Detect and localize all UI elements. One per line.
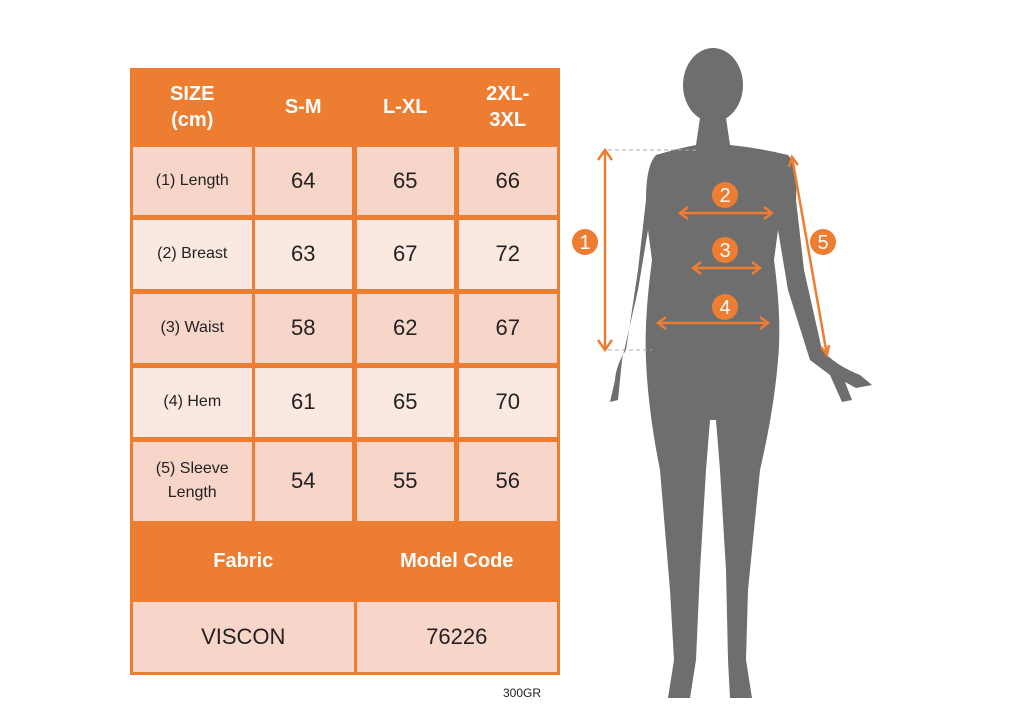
silhouette-shape [610,48,872,698]
footer-header: Fabric [213,550,274,573]
marker-circle [712,294,738,320]
size-value: 66 [458,146,557,215]
body-silhouette: 1 2 3 4 5 [572,48,872,698]
column-header: 2XL- 3XL [486,83,530,132]
size-value: 72 [458,219,557,289]
size-value: 63 [254,219,352,289]
size-value: 65 [356,367,454,437]
marker-number: 4 [719,297,730,319]
size-value: 55 [356,441,454,521]
size-value: 61 [254,367,352,437]
marker-circle [572,229,598,255]
size-value: 54 [254,441,352,521]
marker-circle [712,182,738,208]
size-value: 65 [356,146,454,215]
weight-note: 300GR [503,686,542,700]
column-header: SIZE (cm) [170,83,215,132]
marker-circle [712,237,738,263]
marker-number: 3 [719,240,730,262]
row-label: (1) Length [133,146,252,215]
column-header: L-XL [383,96,428,119]
row-label: (4) Hem [133,367,252,437]
size-value: 62 [356,293,454,363]
size-value: 67 [356,219,454,289]
row-label: (3) Waist [133,293,252,363]
row-label: (2) Breast [133,219,252,289]
footer-header: Model Code [400,550,514,573]
size-chart-table: SIZE (cm) S-M L-XL 2XL- 3XL (1) Length 64 65 66 (2… [130,68,560,675]
marker-number: 5 [817,232,828,254]
marker-circle [810,229,836,255]
row-label: (5) Sleeve Length [133,441,252,521]
size-value: 58 [254,293,352,363]
marker-number: 2 [719,185,730,207]
footer-value: VISCON [133,601,354,672]
footer-value: 76226 [356,601,557,672]
size-value: 67 [458,293,557,363]
size-value: 70 [458,367,557,437]
column-header: S-M [284,96,322,119]
measure-lines [596,147,831,358]
guide-lines [608,149,696,351]
marker-number: 1 [579,232,590,254]
size-value: 64 [254,146,352,215]
size-value: 56 [458,441,557,521]
